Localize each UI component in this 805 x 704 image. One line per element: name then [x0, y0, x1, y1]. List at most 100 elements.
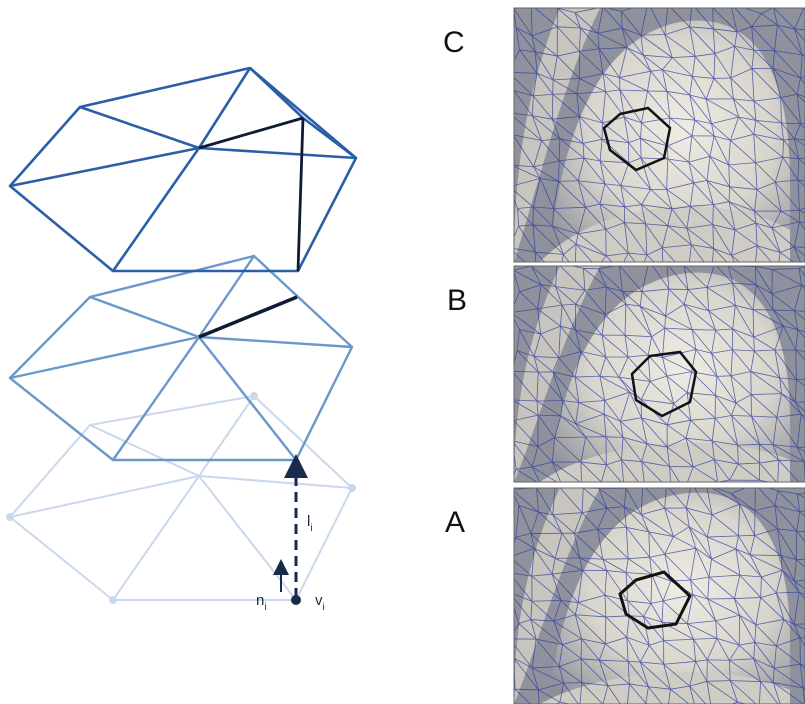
mesh-edge: [621, 27, 644, 56]
mesh-edge: [781, 570, 800, 593]
mesh-edge: [515, 536, 535, 549]
mesh-edge: [534, 8, 558, 28]
mesh-edge: [707, 598, 740, 616]
mesh-edge: [622, 436, 648, 445]
mesh-edge: [666, 371, 692, 377]
mesh-edge: [582, 569, 606, 596]
mesh-edge: [629, 683, 649, 688]
mesh-edge: [712, 224, 736, 231]
mesh-edge: [739, 614, 757, 626]
mesh-edge: [554, 533, 563, 559]
mesh-edge: [755, 266, 773, 270]
mesh-edge: [783, 619, 801, 638]
mesh-edge: [582, 488, 608, 509]
mesh-edge: [706, 180, 730, 202]
mesh-edge: [560, 600, 576, 616]
mesh-edge: [552, 116, 580, 120]
mesh-edge: [707, 659, 731, 681]
mesh-edge: [753, 658, 774, 683]
mesh-edge: [750, 350, 755, 372]
mesh-edge: [579, 682, 583, 704]
mesh-edge: [539, 178, 554, 209]
mesh-edge: [618, 266, 623, 292]
mesh-edge: [606, 570, 627, 573]
mesh-edge: [599, 203, 607, 230]
mesh-edge: [640, 661, 664, 665]
mesh-edge: [706, 266, 715, 288]
mesh-edge: [754, 211, 757, 224]
mesh-edge: [690, 580, 694, 595]
mesh-edge: [732, 328, 754, 338]
mesh-edge: [708, 310, 733, 330]
mesh-edge: [755, 624, 777, 647]
mesh-edge: [755, 162, 758, 190]
mesh-edge: [771, 293, 795, 312]
mesh-edge: [706, 287, 736, 306]
mesh-edge: [793, 246, 801, 262]
mesh-edge: [753, 49, 774, 69]
mesh-edge: [715, 376, 718, 396]
mesh-edge: [670, 685, 690, 690]
mesh-render-panel-c: [514, 8, 805, 262]
mesh-edge: [777, 490, 798, 495]
mesh-edge: [713, 201, 730, 206]
mesh-edge: [618, 377, 631, 393]
mesh-edge: [738, 535, 751, 556]
mesh-edge: [753, 133, 784, 141]
mesh-edge: [713, 28, 738, 33]
mesh-edge: [553, 78, 580, 81]
mesh-edge: [689, 8, 693, 27]
mesh-edge: [662, 328, 666, 358]
mesh-edge: [730, 46, 736, 79]
mesh-edge: [670, 688, 690, 704]
mesh-edge: [555, 286, 585, 291]
mesh-edge: [509, 557, 510, 573]
mesh-edge: [780, 555, 783, 571]
mesh-edge: [622, 291, 627, 305]
mesh-edge: [553, 181, 559, 209]
mesh-edge: [714, 53, 732, 79]
mesh-edge: [756, 189, 782, 212]
mesh-edge: [574, 351, 582, 378]
mesh-edge: [643, 254, 648, 262]
mesh-edge: [581, 488, 584, 489]
mesh-edge: [639, 305, 666, 329]
mesh-edge: [598, 266, 619, 270]
mesh-edge: [605, 229, 629, 254]
mesh-edge: [514, 164, 534, 168]
mesh-edge: [618, 376, 642, 400]
mesh-edge: [688, 526, 708, 538]
mesh-edge: [712, 8, 714, 29]
mesh-edge: [531, 667, 539, 691]
mesh-edge: [517, 208, 534, 226]
mesh-edge: [781, 393, 796, 403]
mesh-edge: [688, 135, 693, 163]
mesh-edge: [753, 336, 776, 351]
mesh-edge: [552, 461, 581, 482]
mesh-edge: [794, 246, 805, 248]
mesh-edge: [777, 528, 782, 556]
mesh-edge: [728, 201, 755, 212]
mesh-edge: [536, 372, 539, 402]
mesh-edge: [621, 11, 642, 36]
mesh-edge: [711, 548, 737, 560]
mesh-edge: [664, 315, 666, 329]
mesh-edge: [575, 290, 586, 305]
mesh-edge: [606, 286, 627, 305]
mesh-edge: [514, 491, 539, 513]
mesh-edge: [628, 556, 650, 560]
mesh-edge: [535, 638, 560, 667]
mesh-edge: [563, 254, 570, 262]
mesh-edge: [771, 227, 781, 253]
mesh-edge: [514, 493, 520, 506]
mesh-edge: [563, 243, 577, 255]
mesh-edge: [532, 599, 562, 602]
mesh-edge: [689, 661, 697, 687]
mesh-edge: [515, 27, 520, 50]
mesh-edge: [796, 379, 805, 381]
mesh-edge: [733, 98, 740, 118]
mesh-edge: [606, 507, 627, 528]
vertex-symbol: vi: [315, 592, 325, 613]
mesh-edge: [709, 135, 715, 157]
mesh-edge: [750, 394, 778, 418]
